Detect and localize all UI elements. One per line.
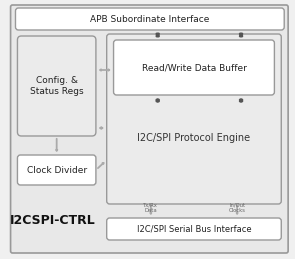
Text: I2C/SPI Serial Bus Interface: I2C/SPI Serial Bus Interface — [137, 225, 251, 234]
Text: I2CSPI-CTRL: I2CSPI-CTRL — [10, 213, 96, 227]
FancyBboxPatch shape — [15, 8, 284, 30]
Text: Config. &
Status Regs: Config. & Status Regs — [30, 76, 83, 96]
Text: Tx/Rx
Data: Tx/Rx Data — [143, 203, 158, 213]
FancyBboxPatch shape — [11, 5, 288, 253]
FancyBboxPatch shape — [17, 36, 96, 136]
Text: Clock Divider: Clock Divider — [27, 166, 87, 175]
FancyBboxPatch shape — [114, 40, 274, 95]
FancyBboxPatch shape — [107, 34, 281, 204]
Text: Read/Write Data Buffer: Read/Write Data Buffer — [142, 63, 246, 73]
Text: APB Subordinate Interface: APB Subordinate Interface — [90, 15, 209, 24]
FancyBboxPatch shape — [107, 218, 281, 240]
Text: In/Out
Clocks: In/Out Clocks — [229, 203, 246, 213]
FancyBboxPatch shape — [17, 155, 96, 185]
Text: I2C/SPI Protocol Engine: I2C/SPI Protocol Engine — [137, 133, 250, 143]
